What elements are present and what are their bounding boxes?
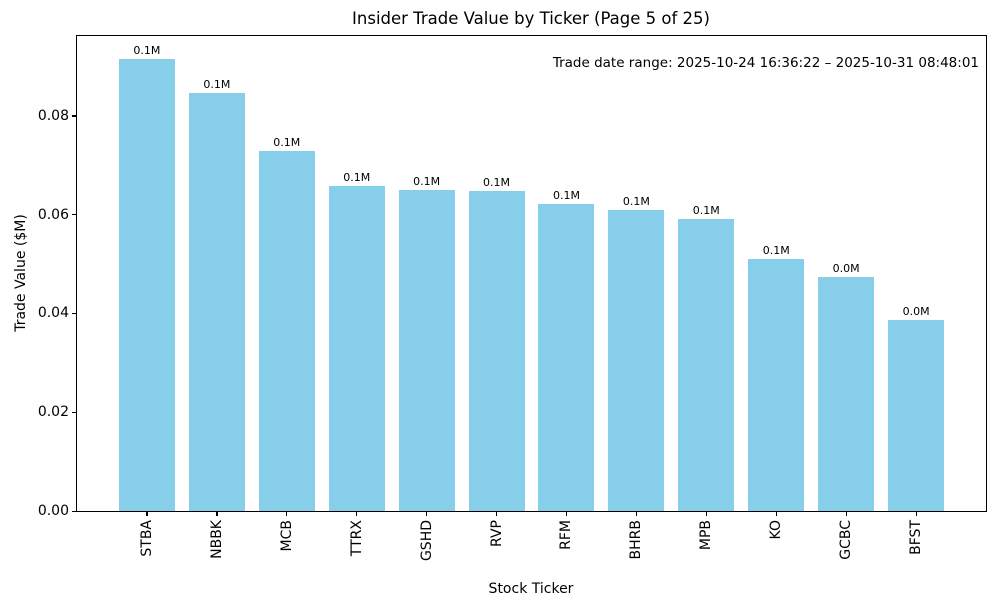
bar-ko [748,259,805,511]
bar-value-label: 0.1M [692,203,720,217]
y-tick-mark [72,411,76,413]
bar-value-label: 0.1M [552,189,580,203]
x-tick-mark [565,512,568,516]
x-tick-mark [635,512,638,516]
date-range-annotation: Trade date range: 2025-10-24 16:36:22 – … [552,55,979,71]
x-axis-label: Stock Ticker [488,581,574,597]
x-tick-label-bfst: BFST [908,520,925,555]
x-tick-label-mcb: MCB [278,520,295,552]
x-tick-label-mpb: MPB [698,520,715,551]
bar-value-label: 0.0M [902,304,930,318]
bar-bfst [888,319,945,511]
bar-value-label: 0.1M [483,175,511,189]
x-tick-label-gcbc: GCBC [838,520,855,560]
bar-nbbk [188,92,245,511]
x-tick-label-nbbk: NBBK [208,520,225,559]
x-tick-mark [356,512,358,516]
bar-bhrb [608,210,665,511]
bar-mpb [678,218,735,511]
x-tick-mark [705,512,707,516]
x-tick-mark [496,512,498,516]
x-tick-mark [426,512,428,516]
bar-value-label: 0.1M [762,244,790,258]
y-tick-label: 0.02 [37,404,69,421]
x-tick-label-gshd: GSHD [418,520,435,562]
y-tick-label: 0.06 [37,206,69,223]
x-tick-mark [286,512,288,516]
bar-value-label: 0.1M [273,135,301,149]
bar-rvp [468,190,525,511]
bar-stba [118,58,175,511]
bar-value-label: 0.1M [622,195,650,209]
x-tick-mark [915,512,917,516]
x-tick-mark [146,512,148,516]
bar-value-label: 0.1M [203,77,231,91]
x-tick-label-stba: STBA [138,520,155,557]
bar-ttrx [328,185,385,511]
y-tick-label: 0.08 [37,107,69,124]
bar-gshd [398,190,455,511]
y-tick-label: 0.04 [37,305,69,322]
x-tick-mark [216,512,218,516]
x-tick-label-ttrx: TTRX [348,520,365,557]
y-tick-mark [72,510,76,512]
bar-value-label: 0.1M [133,43,161,57]
y-tick-label: 0.00 [37,503,69,519]
chart-title: Insider Trade Value by Ticker (Page 5 of… [352,9,710,28]
plot-area: Trade date range: 2025-10-24 16:36:22 – … [38,35,987,561]
y-tick-mark [72,312,76,315]
bar-value-label: 0.0M [832,261,860,275]
x-tick-label-rfm: RFM [558,520,575,550]
x-tick-mark [775,512,777,516]
bar-mcb [258,150,315,511]
bar-value-label: 0.1M [343,170,371,184]
bar-rfm [538,204,595,511]
bar-gcbc [818,276,875,511]
y-tick-mark [72,214,76,216]
x-tick-label-ko: KO [768,520,785,540]
x-tick-mark [845,512,847,516]
x-tick-label-rvp: RVP [488,520,505,547]
y-tick-mark [72,115,76,117]
bar-value-label: 0.1M [413,175,441,189]
x-tick-label-bhrb: BHRB [628,520,645,560]
